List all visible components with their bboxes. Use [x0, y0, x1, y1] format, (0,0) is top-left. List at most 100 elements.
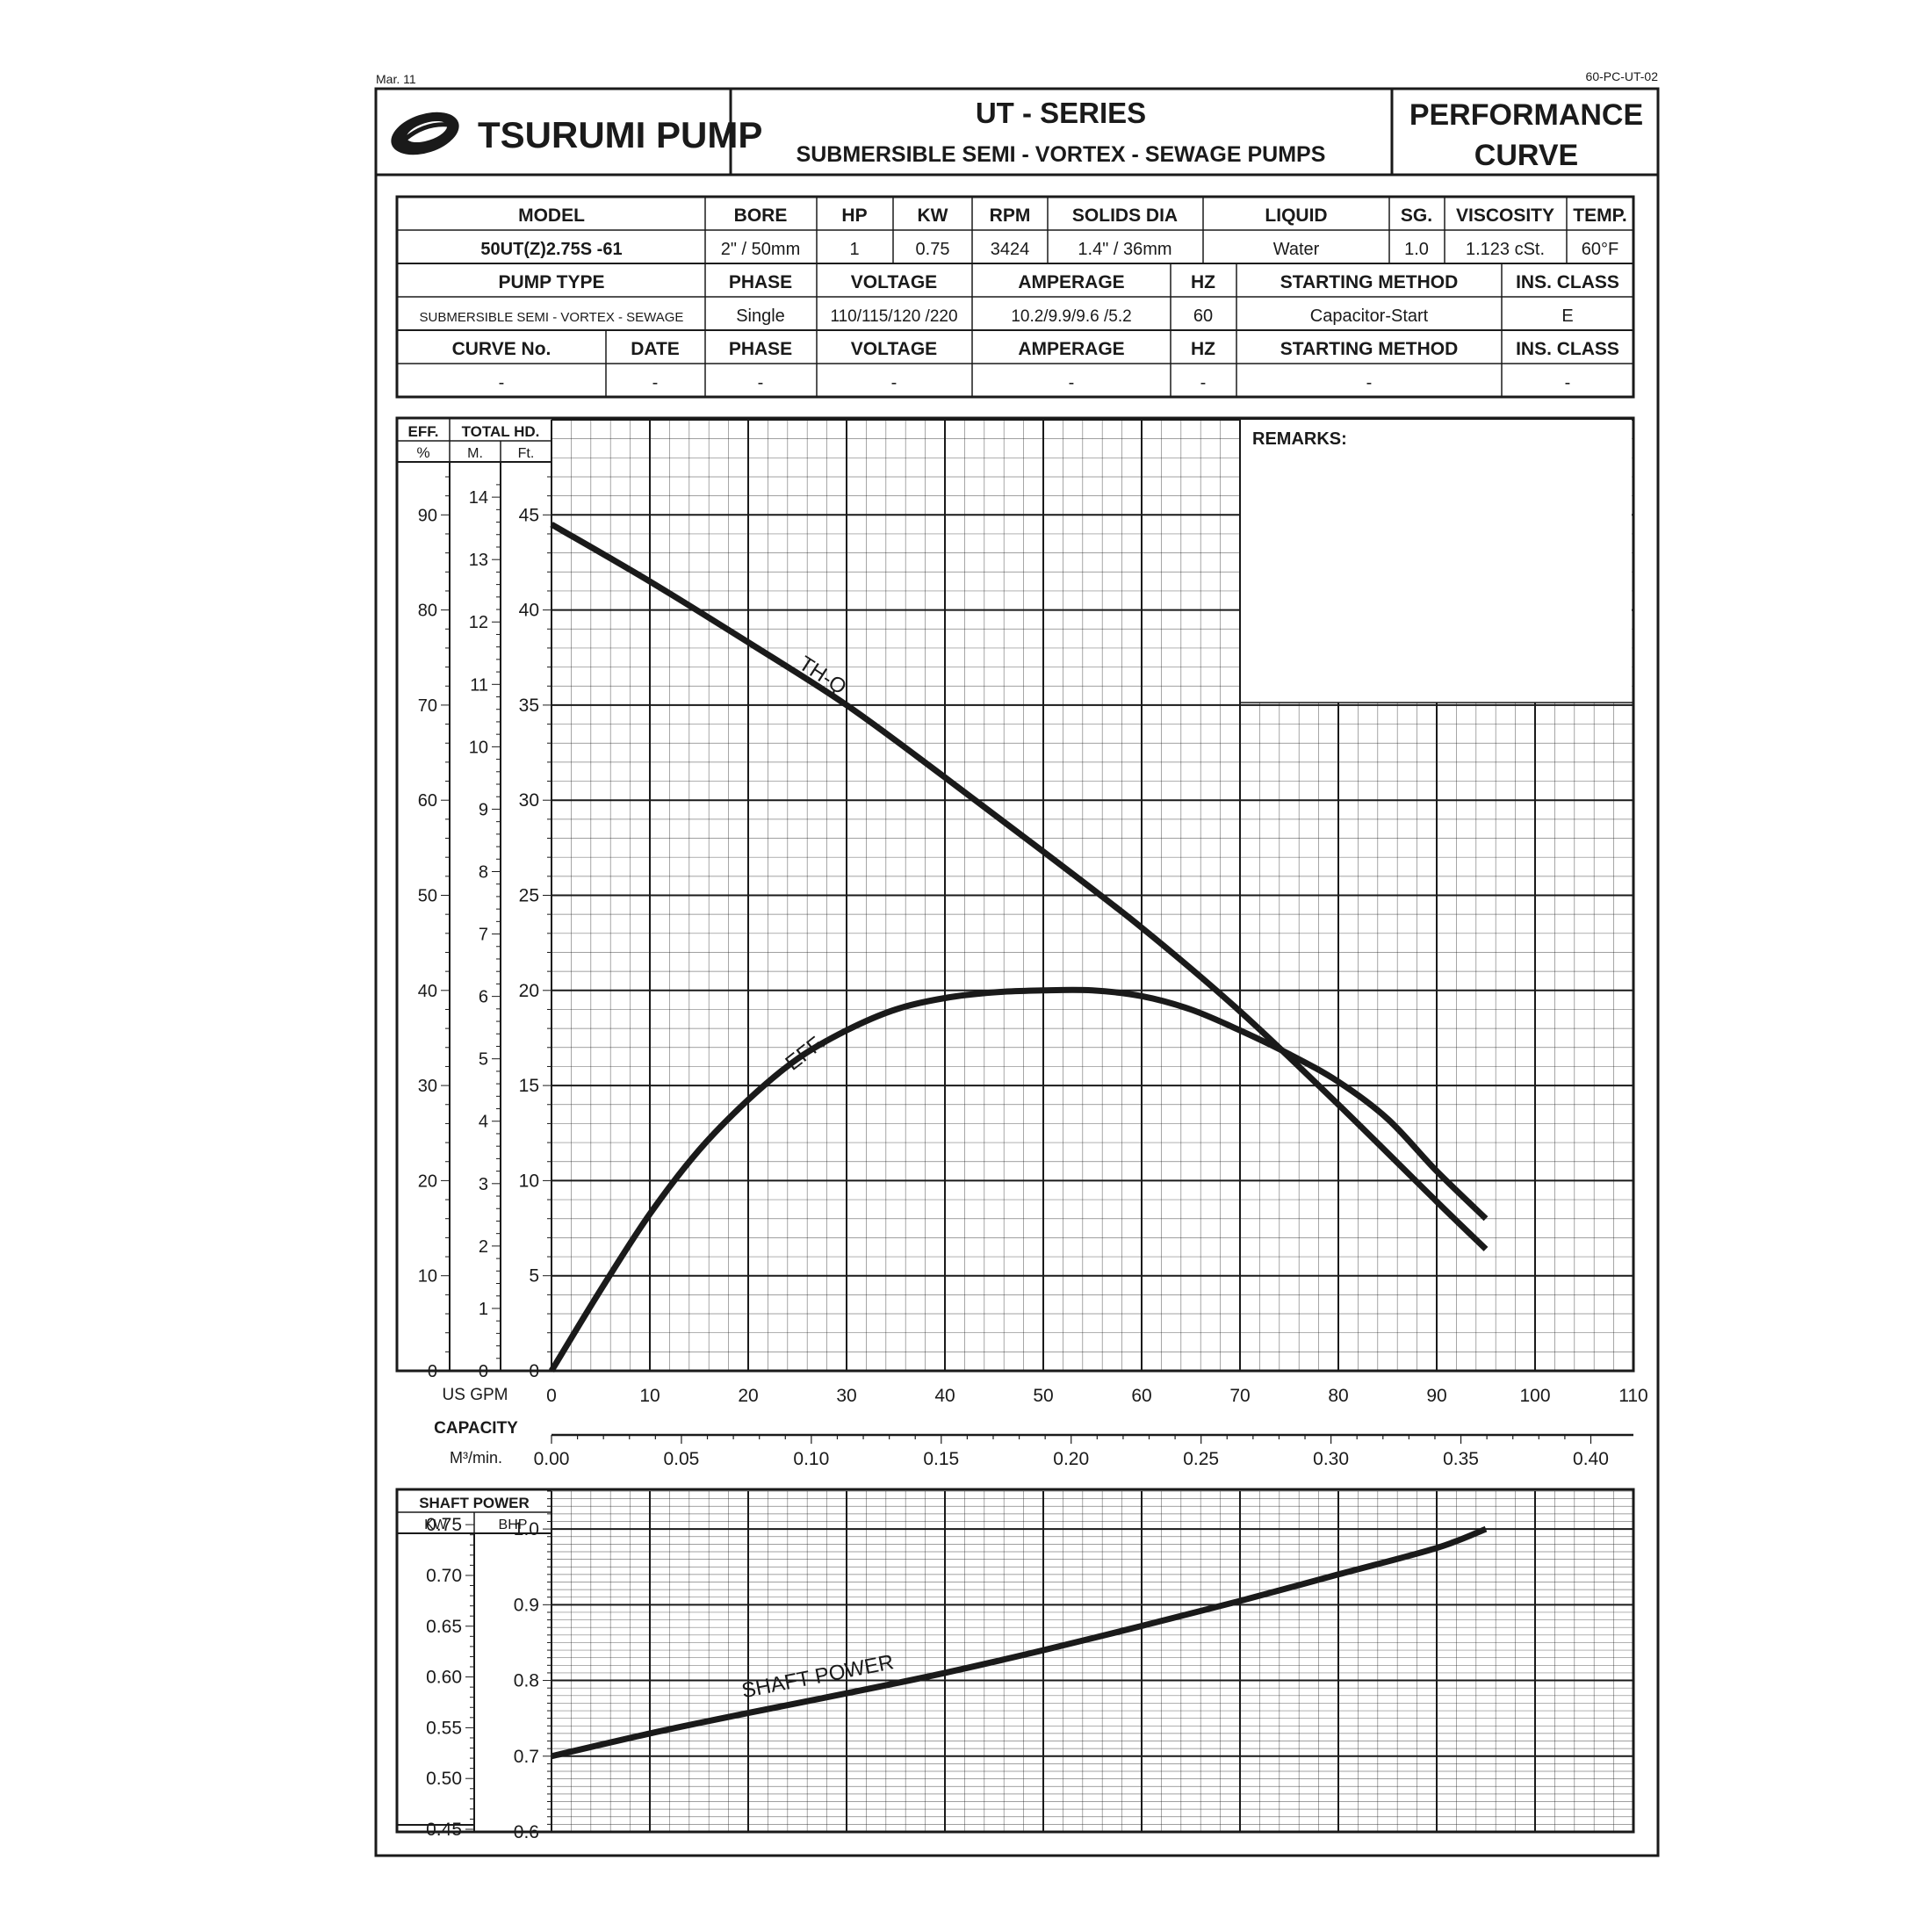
spec-header-curve-no: CURVE No.	[452, 339, 551, 359]
spec-header-bore: BORE	[734, 205, 788, 226]
kw-unit-label: KW	[424, 1517, 448, 1532]
spec-value-curve-no: -	[499, 373, 505, 393]
spec-header-hp: HP	[841, 205, 867, 226]
spec-value-date: -	[652, 373, 659, 393]
m-tick-label: 12	[469, 613, 488, 632]
ft-tick-label: 35	[519, 696, 539, 716]
spec-value-sg: 1.0	[1404, 240, 1429, 259]
m-tick-label: 8	[479, 862, 488, 882]
ft-tick-label: 25	[519, 886, 539, 906]
efficiency-curve	[549, 986, 1489, 1373]
m3-tick-label: 0.25	[1183, 1449, 1219, 1469]
gpm-tick-label: 80	[1328, 1386, 1348, 1406]
spec-table: MODEL BORE HP KW RPM SOLIDS DIA LIQUID S…	[395, 195, 1635, 399]
spec-header-amperage: AMPERAGE	[1018, 272, 1124, 292]
date-code: Mar. 11	[376, 72, 416, 86]
m-tick-label: 1	[479, 1300, 488, 1319]
spec-header-model: MODEL	[518, 205, 585, 226]
shaft-power-header: SHAFT POWER	[419, 1495, 530, 1511]
ft-tick-label: 15	[519, 1076, 539, 1096]
kw-tick-label: 0.65	[426, 1617, 462, 1637]
m-tick-label: 10	[469, 738, 488, 757]
gpm-tick-label: 0	[546, 1386, 557, 1406]
eff-tick-label: 50	[418, 887, 437, 906]
eff-tick-label: 80	[418, 602, 437, 621]
spec-value-solids-dia: 1.4" / 36mm	[1078, 240, 1171, 259]
spec-header-hz: HZ	[1191, 272, 1215, 292]
shaft-power-chart: SHAFT POWER KW BHP 0.450.500.550.600.650…	[395, 1488, 1635, 1842]
brand-name: TSURUMI PUMP	[478, 114, 762, 155]
gpm-tick-label: 10	[639, 1386, 660, 1406]
kw-tick-label: 0.60	[426, 1668, 462, 1688]
doc-type-line2: CURVE	[1474, 139, 1578, 172]
kw-tick-label: 0.55	[426, 1718, 462, 1738]
spec-header-hz-2: HZ	[1191, 339, 1215, 359]
spec-header-ins-class-2: INS. CLASS	[1516, 339, 1619, 359]
shaft-power-curve-label: SHAFT POWER	[739, 1650, 896, 1703]
gpm-tick-label: 90	[1426, 1386, 1446, 1406]
ft-tick-label: 20	[519, 981, 539, 1001]
spec-value-model: 50UT(Z)2.75S -61	[480, 240, 622, 259]
m3-tick-label: 0.05	[663, 1449, 699, 1469]
spec-header-pump-type: PUMP TYPE	[499, 272, 605, 292]
spec-value-ins-class-2: -	[1565, 373, 1571, 393]
bhp-tick-label: 0.6	[514, 1822, 539, 1842]
eff-axis-header: EFF.	[408, 423, 439, 440]
spec-value-bore: 2" / 50mm	[721, 240, 800, 259]
eff-tick-label: 90	[418, 506, 437, 525]
m-tick-label: 14	[469, 488, 488, 508]
spec-header-phase-2: PHASE	[729, 339, 792, 359]
ft-tick-label: 10	[519, 1171, 539, 1191]
m3-tick-label: 0.15	[923, 1449, 959, 1469]
capacity-label: CAPACITY	[434, 1419, 518, 1438]
shaft-power-curve	[551, 1525, 1488, 1760]
m3-tick-label: 0.30	[1313, 1449, 1349, 1469]
head-efficiency-chart: EFF. TOTAL HD. % M. Ft. REMARKS: 0102030…	[395, 416, 1648, 1469]
doc-type-line1: PERFORMANCE	[1409, 98, 1643, 132]
m3-axis-label: M³/min.	[450, 1449, 502, 1467]
gpm-tick-label: 40	[934, 1386, 955, 1406]
gpm-tick-label: 50	[1033, 1386, 1053, 1406]
spec-value-starting-method: Capacitor-Start	[1310, 306, 1429, 326]
series-subtitle: SUBMERSIBLE SEMI - VORTEX - SEWAGE PUMPS	[797, 142, 1326, 167]
eff-unit-label: %	[416, 444, 429, 461]
gpm-tick-label: 110	[1618, 1386, 1647, 1406]
spec-value-viscosity: 1.123 cSt.	[1466, 240, 1545, 259]
spec-header-temp: TEMP.	[1573, 205, 1626, 226]
spec-header-rpm: RPM	[990, 205, 1031, 226]
chart-axes: 0.45 0.50 0.55 0.60 0.65 0.70 0.75 0.6 0.7 0.8 0.9…	[397, 1490, 552, 1842]
m3-tick-label: 0.10	[793, 1449, 829, 1469]
bhp-tick-label: 0.9	[514, 1595, 539, 1615]
m-tick-label: 9	[479, 800, 488, 819]
bhp-unit-label: BHP	[499, 1517, 528, 1532]
total-head-axis-header: TOTAL HD.	[462, 423, 540, 440]
spec-value-hz-2: -	[1200, 373, 1207, 393]
m-tick-label: 7	[479, 926, 488, 945]
gpm-tick-label: 100	[1519, 1386, 1550, 1406]
chart-frame	[395, 1488, 1635, 1834]
remarks-label: REMARKS:	[1252, 429, 1347, 449]
spec-header-voltage: VOLTAGE	[851, 272, 937, 292]
spec-header-sg: SG.	[1401, 205, 1432, 226]
ft-tick-label: 30	[519, 790, 539, 811]
bhp-tick-label: 0.8	[514, 1671, 539, 1691]
spec-value-liquid: Water	[1273, 240, 1320, 259]
spec-value-hp: 1	[849, 240, 859, 259]
gpm-tick-label: 30	[836, 1386, 856, 1406]
m-tick-label: 6	[479, 988, 488, 1007]
kw-tick-label: 0.50	[426, 1769, 462, 1789]
spec-value-rpm: 3424	[991, 240, 1030, 259]
eff-tick-label: 60	[418, 791, 437, 811]
eff-tick-label: 10	[418, 1267, 437, 1287]
chart-grid	[551, 1490, 1634, 1833]
spec-value-starting-method-2: -	[1366, 373, 1373, 393]
spec-value-hz: 60	[1193, 306, 1213, 326]
spec-header-kw: KW	[918, 205, 948, 226]
chart-axes: 0102030405060708090012345678910111213140…	[397, 462, 1648, 1469]
m-tick-label: 11	[470, 675, 488, 695]
m-tick-label: 0	[479, 1362, 488, 1381]
spec-value-kw: 0.75	[916, 240, 950, 259]
sheet-frame	[374, 87, 1660, 1857]
spec-header-amperage-2: AMPERAGE	[1018, 339, 1124, 359]
